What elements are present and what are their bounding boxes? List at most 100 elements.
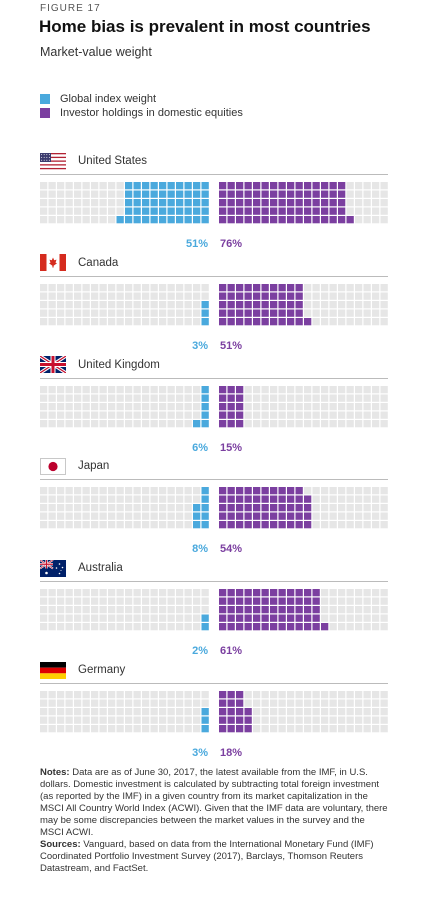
empty-cell [40, 317, 48, 326]
empty-cell [270, 394, 278, 402]
empty-cell [125, 419, 133, 427]
domestic-holding-cell [236, 495, 244, 504]
chart-title: Home bias is prevalent in most countries [39, 17, 371, 36]
empty-cell [57, 589, 65, 597]
empty-cell [346, 495, 354, 504]
empty-cell [253, 385, 261, 393]
empty-cell [159, 725, 167, 733]
empty-cell [338, 589, 346, 597]
empty-cell [372, 292, 380, 300]
empty-cell [82, 394, 90, 402]
empty-cell [261, 394, 269, 402]
empty-cell [133, 292, 141, 300]
domestic-holding-cell [304, 512, 312, 521]
empty-cell [91, 521, 99, 529]
empty-cell [167, 283, 175, 292]
global-weight-cell [150, 199, 158, 207]
domestic-holding-cell [236, 419, 244, 427]
empty-cell [193, 725, 201, 733]
empty-cell [82, 411, 90, 419]
domestic-holding-cell [236, 309, 244, 317]
empty-cell [108, 614, 116, 622]
waffle-grid [40, 589, 388, 631]
empty-cell [270, 699, 278, 707]
empty-cell [321, 614, 329, 622]
empty-cell [125, 699, 133, 707]
empty-cell [150, 512, 158, 521]
empty-cell [48, 199, 56, 207]
empty-cell [338, 419, 346, 427]
global-weight-cell [176, 216, 184, 224]
domestic-holding-cell [304, 182, 312, 190]
empty-cell [167, 691, 175, 699]
empty-cell [380, 725, 388, 733]
empty-cell [133, 495, 141, 504]
domestic-holding-cell [270, 207, 278, 215]
global-weight-cell [150, 216, 158, 224]
empty-cell [329, 716, 337, 724]
global-weight-cell [184, 216, 192, 224]
empty-cell [142, 708, 150, 716]
empty-cell [193, 495, 201, 504]
global-weight-cell [159, 216, 167, 224]
empty-cell [193, 411, 201, 419]
empty-cell [321, 589, 329, 597]
empty-cell [312, 411, 320, 419]
empty-cell [108, 385, 116, 393]
empty-cell [99, 207, 107, 215]
empty-cell [40, 402, 48, 410]
empty-cell [321, 309, 329, 317]
empty-cell [176, 691, 184, 699]
empty-cell [329, 419, 337, 427]
empty-cell [338, 487, 346, 495]
domestic-holding-cell [287, 216, 295, 224]
empty-cell [295, 394, 303, 402]
empty-cell [295, 716, 303, 724]
empty-cell [329, 512, 337, 521]
empty-cell [57, 487, 65, 495]
domestic-holding-cell [287, 521, 295, 529]
empty-cell [287, 708, 295, 716]
empty-cell [201, 597, 209, 605]
empty-cell [363, 309, 371, 317]
empty-cell [150, 597, 158, 605]
domestic-holding-cell [253, 606, 261, 614]
empty-cell [338, 691, 346, 699]
global-weight-cell [133, 216, 141, 224]
domestic-holding-cell [270, 504, 278, 512]
domestic-holding-cell [287, 487, 295, 495]
country-name: United Kingdom [78, 358, 160, 371]
domestic-holding-cell [304, 589, 312, 597]
domestic-holding-cell [329, 216, 337, 224]
empty-cell [48, 623, 56, 631]
empty-cell [346, 207, 354, 215]
empty-cell [40, 623, 48, 631]
empty-cell [338, 411, 346, 419]
empty-cell [355, 716, 363, 724]
domestic-holding-cell [278, 207, 286, 215]
empty-cell [355, 725, 363, 733]
empty-cell [159, 716, 167, 724]
empty-cell [159, 283, 167, 292]
empty-cell [372, 300, 380, 309]
empty-cell [48, 589, 56, 597]
empty-cell [346, 199, 354, 207]
empty-cell [355, 606, 363, 614]
empty-cell [244, 385, 252, 393]
empty-cell [40, 504, 48, 512]
empty-cell [184, 411, 192, 419]
empty-cell [184, 589, 192, 597]
empty-cell [91, 190, 99, 198]
notes-paragraph: Notes: Data are as of June 30, 2017, the… [40, 767, 390, 839]
domestic-holding-cell [219, 411, 227, 419]
empty-cell [108, 402, 116, 410]
empty-cell [363, 199, 371, 207]
empty-cell [159, 614, 167, 622]
empty-cell [184, 512, 192, 521]
domestic-holding-cell [219, 300, 227, 309]
domestic-holding-cell [295, 283, 303, 292]
global-weight-cell [133, 199, 141, 207]
empty-cell [278, 385, 286, 393]
empty-cell [201, 283, 209, 292]
empty-cell [99, 411, 107, 419]
